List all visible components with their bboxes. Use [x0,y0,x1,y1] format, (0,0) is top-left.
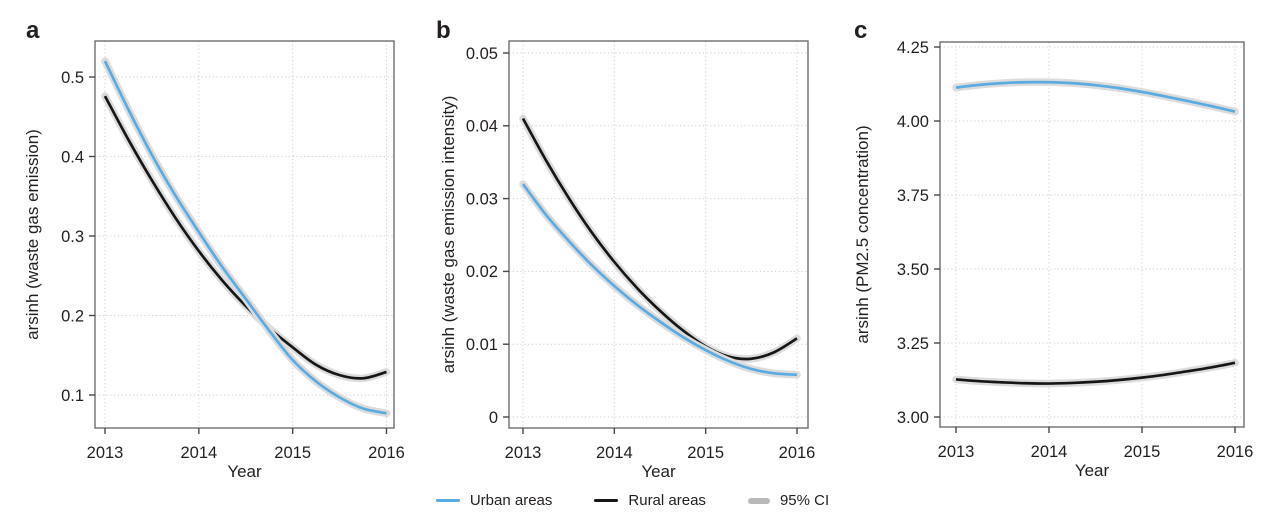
x-axis-label: Year [227,462,262,481]
y-tick-label: 0.5 [61,69,84,87]
x-tick-label: 2013 [938,443,975,461]
legend-item-rural: Rural areas [594,493,706,508]
panel-label-c: c [854,17,868,44]
y-tick-label: 0 [489,409,498,427]
x-tick-label: 2016 [368,444,405,462]
x-tick-label: 2016 [779,444,816,462]
y-tick-label: 0.04 [466,118,498,136]
urban-line-swatch [435,499,460,502]
panel-label-b: b [436,17,451,44]
legend-item-ci: 95% CI [747,492,830,509]
rural-line-swatch [594,499,619,502]
x-tick-label: 2014 [596,444,633,462]
x-tick-label: 2015 [1124,443,1161,461]
y-tick-label: 3.25 [897,335,929,353]
x-tick-label: 2014 [1031,443,1068,461]
y-tick-label: 3.00 [897,409,929,427]
rural-line [103,95,387,380]
y-tick-label: 0.05 [466,45,498,63]
rural-line [955,361,1236,385]
y-tick-label: 0.2 [61,307,84,325]
ci-band-urban [519,180,801,379]
urban-line [521,183,798,377]
y-tick-label: 4.25 [897,39,929,57]
legend-label-ci: 95% CI [779,492,830,509]
ci-band-urban [101,57,391,418]
x-tick-label: 2016 [1217,443,1254,461]
x-axis-label: Year [1075,461,1110,480]
y-tick-label: 4.00 [897,113,929,131]
legend-item-urban: Urban areas [435,492,553,509]
y-tick-label: 3.75 [897,187,929,205]
panel-label-a: a [26,17,40,44]
y-tick-label: 0.4 [61,148,84,166]
y-tick-label: 0.03 [466,190,498,208]
x-tick-label: 2013 [505,444,542,462]
y-tick-label: 0.1 [61,387,84,405]
y-axis-label: arsinh (waste gas emission) [23,129,42,340]
x-tick-label: 2015 [687,444,724,462]
x-tick-label: 2013 [87,444,124,462]
y-tick-label: 0.3 [61,228,84,246]
y-tick-label: 0.01 [466,336,498,354]
legend-label-urban: Urban areas [469,492,553,509]
axis-frame [939,41,1245,428]
x-tick-label: 2014 [180,444,217,462]
y-tick-label: 0.02 [466,263,498,281]
axis-frame [94,40,395,429]
y-axis-label: arsinh (PM2.5 concentration) [853,125,872,343]
x-axis-label: Year [641,462,676,481]
x-tick-label: 2015 [274,444,311,462]
y-tick-label: 3.50 [897,261,929,279]
axis-frame [508,40,809,429]
y-axis-label: arsinh (waste gas emission intensity) [439,96,458,374]
legend-label-rural: Rural areas [628,492,706,509]
urban-line [955,80,1236,113]
urban-line [103,60,387,415]
legend: Urban areas Rural areas 95% CI [0,493,1265,508]
ci-band-swatch [747,497,770,504]
rural-line [521,117,798,361]
